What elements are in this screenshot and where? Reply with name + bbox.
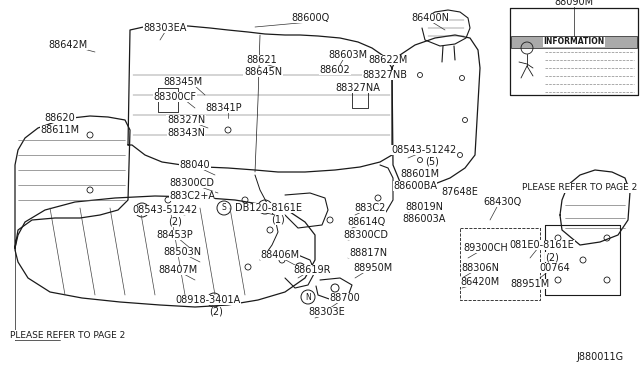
- Text: 886003A: 886003A: [403, 214, 445, 224]
- Text: INFORMATION: INFORMATION: [543, 38, 605, 46]
- Text: 88345M: 88345M: [163, 77, 203, 87]
- Text: 88019N: 88019N: [405, 202, 443, 212]
- Text: 88602: 88602: [319, 65, 350, 75]
- Text: N: N: [305, 292, 311, 301]
- Text: 88407M: 88407M: [158, 265, 198, 275]
- Text: 00764: 00764: [540, 263, 570, 273]
- Text: 86420M: 86420M: [460, 277, 500, 287]
- Text: 87648E: 87648E: [442, 187, 479, 197]
- Text: 89300CH: 89300CH: [463, 243, 508, 253]
- Text: 88700: 88700: [330, 293, 360, 303]
- Text: (2): (2): [168, 217, 182, 227]
- Text: 88406M: 88406M: [260, 250, 300, 260]
- Text: 88600Q: 88600Q: [291, 13, 329, 23]
- Text: (1): (1): [271, 215, 285, 225]
- Text: (2): (2): [209, 307, 223, 317]
- Text: 88614Q: 88614Q: [347, 217, 385, 227]
- Text: 88642M: 88642M: [49, 40, 88, 50]
- Text: J880011G: J880011G: [577, 352, 623, 362]
- Text: 88620: 88620: [45, 113, 76, 123]
- Text: PLEASE REFER TO PAGE 2: PLEASE REFER TO PAGE 2: [522, 183, 637, 192]
- Text: 88300CD: 88300CD: [344, 230, 388, 240]
- Text: 883C2: 883C2: [355, 203, 386, 213]
- Text: 88327NB: 88327NB: [362, 70, 408, 80]
- Text: 88343N: 88343N: [167, 128, 205, 138]
- Text: 08918-3401A: 08918-3401A: [175, 295, 241, 305]
- Text: S: S: [221, 203, 227, 212]
- Text: 081E0-8161E: 081E0-8161E: [509, 240, 574, 250]
- Text: N: N: [211, 295, 217, 305]
- Text: 88300CF: 88300CF: [154, 92, 196, 102]
- Text: 88306N: 88306N: [461, 263, 499, 273]
- Text: 88950M: 88950M: [353, 263, 392, 273]
- Text: 88303E: 88303E: [308, 307, 346, 317]
- Text: 88645N: 88645N: [244, 67, 282, 77]
- Text: 68430Q: 68430Q: [484, 197, 522, 207]
- Text: 88300CD: 88300CD: [170, 178, 214, 188]
- Text: 88817N: 88817N: [349, 248, 387, 258]
- Text: 88611M: 88611M: [40, 125, 79, 135]
- Text: 88453P: 88453P: [157, 230, 193, 240]
- Bar: [511, 36, 637, 48]
- Text: 88619R: 88619R: [293, 265, 331, 275]
- Text: B: B: [262, 202, 268, 212]
- Text: PLEASE REFER TO PAGE 2: PLEASE REFER TO PAGE 2: [10, 330, 125, 340]
- Text: 88327N: 88327N: [167, 115, 205, 125]
- Text: 08543-51242: 08543-51242: [132, 205, 198, 215]
- Circle shape: [217, 201, 231, 215]
- Text: S: S: [140, 205, 145, 215]
- Text: 88040: 88040: [180, 160, 211, 170]
- Text: 88601M: 88601M: [401, 169, 440, 179]
- Circle shape: [301, 290, 315, 304]
- Circle shape: [135, 203, 149, 217]
- Text: (5): (5): [425, 157, 439, 167]
- Text: 88341P: 88341P: [205, 103, 243, 113]
- Text: 88603M: 88603M: [328, 50, 367, 60]
- Text: DB120-8161E: DB120-8161E: [234, 203, 301, 213]
- Text: 88303EA: 88303EA: [143, 23, 187, 33]
- Text: 88503N: 88503N: [163, 247, 201, 257]
- Text: 88327NA: 88327NA: [335, 83, 380, 93]
- Text: (2): (2): [545, 252, 559, 262]
- Text: 88951M: 88951M: [510, 279, 550, 289]
- Circle shape: [258, 200, 272, 214]
- Text: 08543-51242: 08543-51242: [392, 145, 456, 155]
- Text: 86400N: 86400N: [411, 13, 449, 23]
- Text: 88600BA: 88600BA: [393, 181, 437, 191]
- Circle shape: [207, 293, 221, 307]
- Text: 88621: 88621: [246, 55, 277, 65]
- Text: 883C2+A: 883C2+A: [169, 191, 215, 201]
- Text: 88622M: 88622M: [368, 55, 408, 65]
- Text: 88090M: 88090M: [554, 0, 593, 7]
